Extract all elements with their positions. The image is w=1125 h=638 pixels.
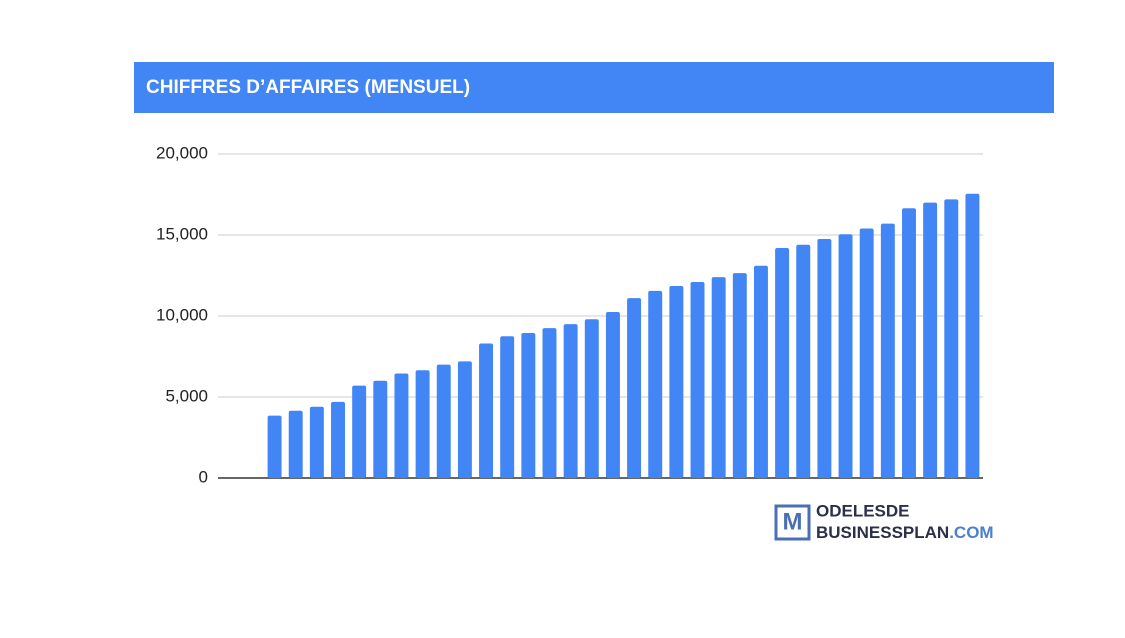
bar (944, 199, 959, 479)
y-tick-label: 10,000 (156, 305, 208, 324)
bar (627, 298, 642, 478)
bar (436, 364, 451, 478)
bar (331, 401, 345, 478)
bar (690, 281, 705, 478)
bar (373, 380, 388, 478)
bar (352, 385, 367, 478)
bar (753, 265, 768, 478)
bar (288, 410, 303, 478)
bar (796, 244, 811, 478)
bar (521, 333, 536, 478)
bar (902, 208, 916, 478)
bar (648, 290, 663, 478)
bar (309, 406, 324, 478)
bar (880, 223, 895, 478)
bar (563, 324, 578, 478)
bar (711, 277, 726, 478)
y-tick-label: 15,000 (156, 224, 208, 243)
logo-line2-main: BUSINESSPLAN (816, 523, 949, 542)
bar (817, 239, 832, 478)
bar (732, 273, 747, 478)
bar (775, 247, 790, 478)
bar (394, 373, 409, 478)
bar (415, 370, 430, 478)
logo-line2: BUSINESSPLAN.COM (816, 523, 994, 542)
bar (457, 361, 472, 478)
bar (669, 286, 684, 478)
logo-letter: M (783, 508, 803, 535)
bar (584, 319, 599, 478)
bar (500, 336, 515, 478)
bar (479, 343, 494, 478)
bar (965, 193, 980, 478)
bar (542, 328, 557, 478)
bar (923, 202, 938, 478)
bar (605, 311, 620, 478)
y-tick-label: 5,000 (165, 386, 208, 405)
bar (267, 415, 282, 478)
y-tick-label: 20,000 (156, 143, 208, 162)
bar (859, 228, 874, 478)
title-banner (134, 62, 1054, 113)
logo-box (774, 504, 811, 541)
logo-line2-suffix: .COM (949, 523, 993, 542)
chart-title: CHIFFRES D’AFFAIRES (MENSUEL) (146, 77, 470, 98)
logo-line1: ODELESDE (816, 501, 910, 520)
bar (838, 234, 853, 478)
y-tick-label: 0 (199, 467, 208, 486)
